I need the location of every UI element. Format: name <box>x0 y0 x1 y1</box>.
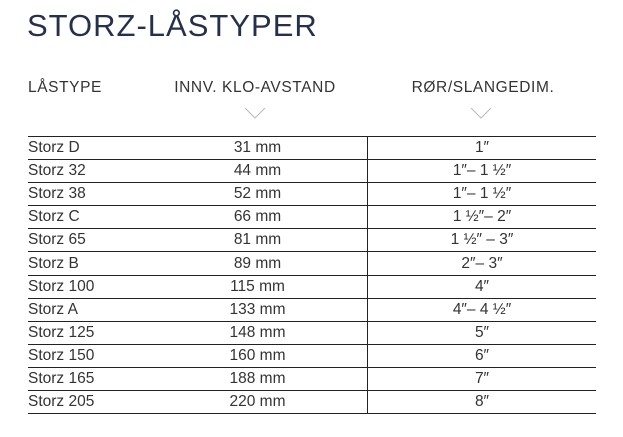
table-row: Storz 65 81 mm 1 ½″ – 3″ <box>28 228 596 252</box>
chevron-down-icon <box>470 107 492 119</box>
claw-distance-cell: 44 mm <box>148 159 368 183</box>
claw-distance-cell: 115 mm <box>148 274 368 299</box>
pipe-dimension-cell: 1″– 1 ½″ <box>367 159 596 183</box>
pipe-dimension-cell: 4″– 4 ½″ <box>367 297 596 322</box>
pipe-dimension-cell: 1″– 1 ½″ <box>367 182 596 206</box>
pipe-dimension-cell: 5″ <box>367 320 596 345</box>
lock-type-cell: Storz 65 <box>28 228 148 252</box>
lock-type-cell: Storz 100 <box>28 274 148 299</box>
claw-distance-cell: 52 mm <box>148 182 368 206</box>
lock-type-cell: Storz B <box>28 251 148 276</box>
table-row: Storz C 66 mm 1 ½″– 2″ <box>28 205 596 229</box>
claw-distance-cell: 220 mm <box>148 390 368 415</box>
table-row: Storz 150 160 mm 6″ <box>28 343 596 368</box>
lock-type-cell: Storz 165 <box>28 366 148 391</box>
pipe-dimension-cell: 6″ <box>367 343 596 368</box>
pipe-dimension-cell: 7″ <box>367 366 596 391</box>
claw-distance-cell: 66 mm <box>148 205 368 229</box>
pipe-dimension-cell: 2″– 3″ <box>367 251 596 276</box>
lock-type-cell: Storz A <box>28 297 148 322</box>
pipe-dimension-cell: 4″ <box>367 274 596 299</box>
lock-type-cell: Storz D <box>28 135 148 160</box>
table-row: Storz 38 52 mm 1″– 1 ½″ <box>28 182 596 206</box>
lock-type-cell: Storz 205 <box>28 390 148 415</box>
table-row: Storz 125 148 mm 5″ <box>28 320 596 345</box>
lock-type-cell: Storz C <box>28 205 148 229</box>
page-title: STORZ-LÅSTYPER <box>27 8 318 43</box>
claw-distance-cell: 188 mm <box>148 366 368 391</box>
table-row: Storz 100 115 mm 4″ <box>28 274 596 299</box>
lock-type-cell: Storz 32 <box>28 159 148 183</box>
header-lock-type: LÅSTYPE <box>28 79 102 96</box>
lock-type-cell: Storz 150 <box>28 343 148 368</box>
lock-type-cell: Storz 125 <box>28 320 148 345</box>
lock-type-cell: Storz 38 <box>28 182 148 206</box>
claw-distance-cell: 89 mm <box>148 251 368 276</box>
header-pipe-dimension: RØR/SLANGEDIM. <box>411 79 555 96</box>
pipe-dimension-cell: 1″ <box>367 135 596 160</box>
table-row: Storz 32 44 mm 1″– 1 ½″ <box>28 159 596 183</box>
table-row: Storz 165 188 mm 7″ <box>28 366 596 391</box>
claw-distance-cell: 148 mm <box>148 320 368 345</box>
claw-distance-cell: 160 mm <box>148 343 368 368</box>
claw-distance-cell: 31 mm <box>148 135 368 160</box>
chevron-down-icon <box>244 107 266 119</box>
pipe-dimension-cell: 1 ½″ – 3″ <box>367 228 596 252</box>
table-row: Storz 205 220 mm 8″ <box>28 390 596 415</box>
header-claw-distance: INNV. KLO-AVSTAND <box>174 79 336 96</box>
table-row: Storz A 133 mm 4″– 4 ½″ <box>28 297 596 322</box>
pipe-dimension-cell: 1 ½″– 2″ <box>367 205 596 229</box>
claw-distance-cell: 81 mm <box>148 228 368 252</box>
claw-distance-cell: 133 mm <box>148 297 368 322</box>
table-row: Storz D 31 mm 1″ <box>28 135 596 160</box>
pipe-dimension-cell: 8″ <box>367 390 596 415</box>
lock-type-table: Storz D 31 mm 1″ Storz 32 44 mm 1″– 1 ½″ Storz… <box>28 135 596 415</box>
table-row: Storz B 89 mm 2″– 3″ <box>28 251 596 276</box>
